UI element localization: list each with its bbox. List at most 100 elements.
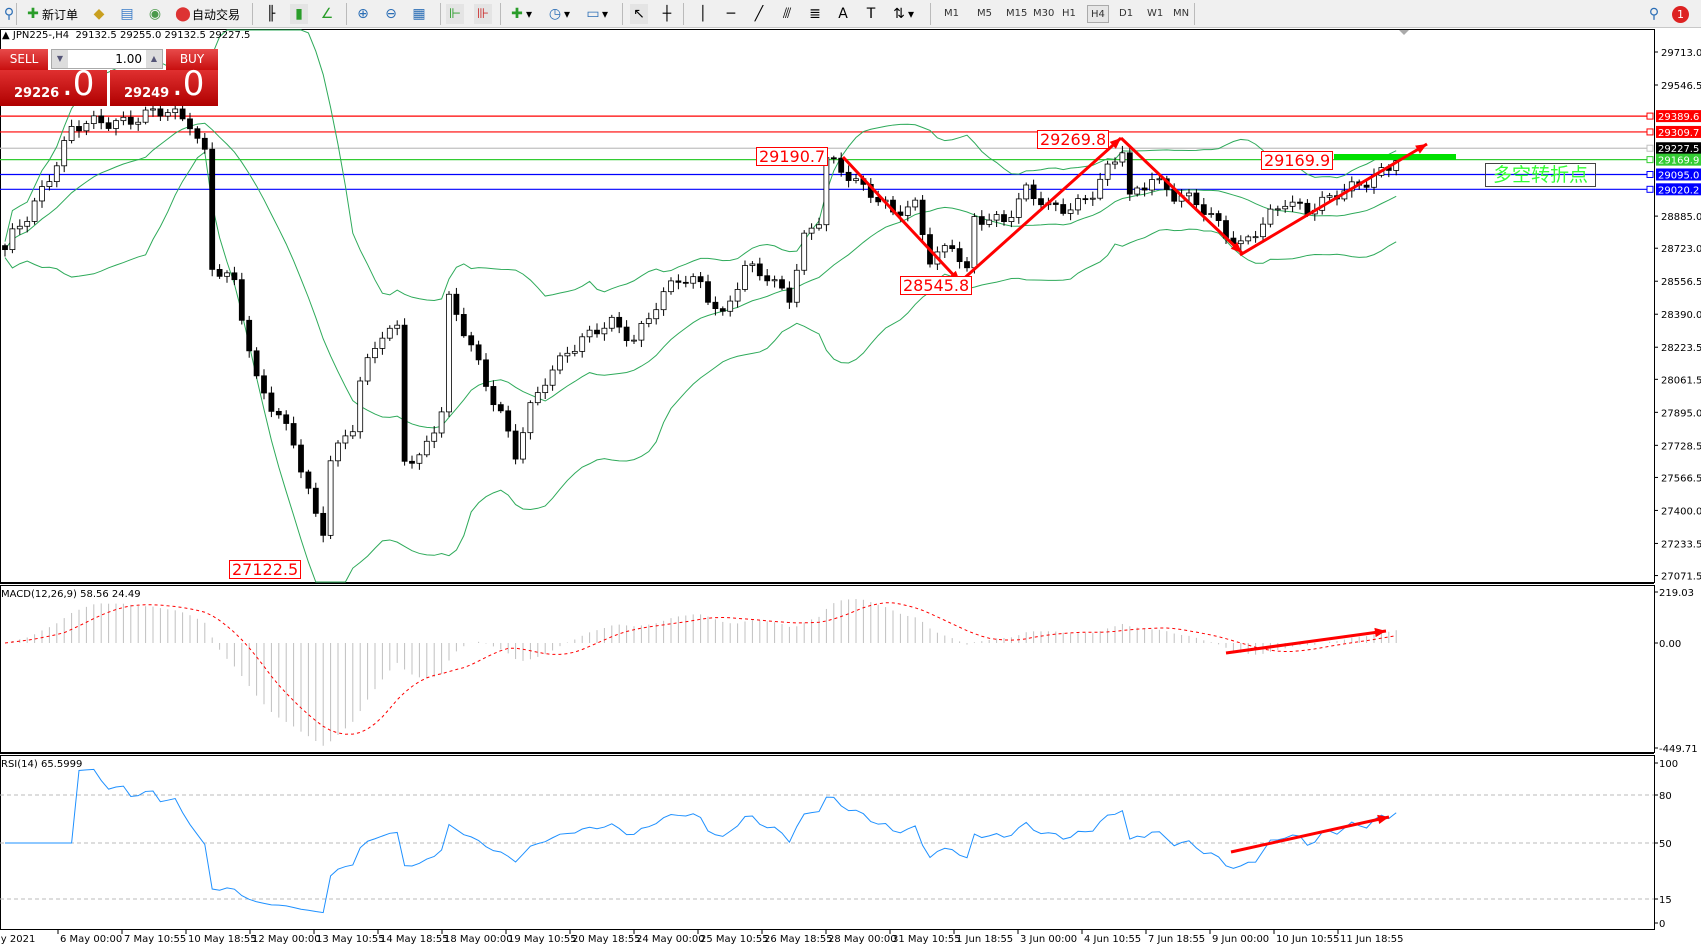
- timeframe-h1[interactable]: H1: [1062, 8, 1076, 19]
- fibonacci-fan-icon[interactable]: ≣: [809, 6, 821, 22]
- fibonacci-icon[interactable]: ⫻: [782, 6, 792, 22]
- crosshair-icon[interactable]: ┼: [662, 6, 672, 22]
- macd-signal-line: [4, 602, 1397, 735]
- notifications-button[interactable]: 1: [1672, 4, 1689, 24]
- annotation-label[interactable]: 29169.9: [1261, 151, 1334, 170]
- level-handle: [1646, 156, 1654, 164]
- candle: [1193, 192, 1200, 206]
- market-watch-icon[interactable]: ◆: [93, 6, 105, 22]
- search-icon[interactable]: ⚲: [1648, 6, 1660, 22]
- horizontal-line-icon[interactable]: ─: [726, 6, 736, 22]
- timeframe-m30[interactable]: M30: [1033, 8, 1055, 19]
- candle: [956, 248, 963, 263]
- timeframe-mn[interactable]: MN: [1173, 8, 1190, 19]
- new-order-button[interactable]: ✚ 新订单: [24, 4, 78, 24]
- templates-icon[interactable]: ▭ ▾: [586, 6, 609, 22]
- indicators-icon[interactable]: ✚ ▾: [511, 6, 533, 22]
- ask-price[interactable]: 29249.0: [110, 64, 218, 106]
- candle: [446, 293, 452, 413]
- zoom-in-icon[interactable]: ⊕: [357, 6, 369, 22]
- bid-price[interactable]: 29226.0: [0, 64, 107, 106]
- macd-label: MACD(12,26,9) 58.56 24.49: [1, 589, 141, 600]
- price-level-tag-label: 29169.9: [1658, 156, 1699, 167]
- candlestick-icon[interactable]: ▮: [290, 4, 308, 24]
- price-level-tag-label: 29227.5: [1658, 144, 1699, 155]
- price-tick-label: 29546.5: [1661, 81, 1701, 92]
- candle: [342, 435, 349, 444]
- zoom-out-icon[interactable]: ⊖: [385, 6, 397, 22]
- text-icon[interactable]: A: [838, 6, 848, 22]
- candle: [978, 216, 985, 225]
- timeframe-m1[interactable]: M1: [944, 8, 959, 19]
- volume-increase-button[interactable]: ▲: [146, 50, 162, 68]
- candle: [830, 157, 837, 160]
- time-label: May 2021: [0, 934, 35, 944]
- candle: [320, 512, 327, 536]
- text-label-icon[interactable]: T: [866, 6, 876, 22]
- level-handle: [1646, 128, 1654, 136]
- level-handle: [1646, 170, 1654, 178]
- search-icon[interactable]: ⚲: [3, 6, 15, 22]
- timeframe-m5[interactable]: M5: [977, 8, 992, 19]
- candle: [194, 128, 201, 139]
- auto-trading-button[interactable]: ⬤ 自动交易: [175, 6, 241, 22]
- trend-arrow-head: [1109, 138, 1121, 149]
- candle: [409, 460, 415, 464]
- candle: [993, 214, 1000, 221]
- auto-scroll-icon[interactable]: ⊪: [474, 4, 492, 24]
- timeframe-d1[interactable]: D1: [1119, 8, 1134, 19]
- chart-shift-icon[interactable]: ⊩: [446, 4, 464, 24]
- time-label: 1 Jun 18:55: [956, 934, 1013, 944]
- timeframe-w1[interactable]: W1: [1147, 8, 1164, 19]
- sell-button[interactable]: SELL: [0, 49, 48, 70]
- annotation-label[interactable]: 29190.7: [756, 147, 829, 166]
- candle: [90, 115, 97, 124]
- price-level-tag: [1656, 183, 1701, 196]
- candle: [1075, 198, 1081, 211]
- candle: [135, 121, 142, 125]
- bar-chart-icon[interactable]: ╟: [266, 6, 276, 22]
- timeframe-m15[interactable]: M15: [1006, 8, 1028, 19]
- time-label: 12 May 00:00: [252, 934, 321, 944]
- rsi-tick-label: 80: [1659, 791, 1672, 802]
- candle: [1030, 184, 1037, 200]
- chart-shift-marker: [1399, 30, 1409, 35]
- vertical-line-icon[interactable]: │: [698, 6, 708, 22]
- candle: [201, 137, 208, 150]
- volume-input[interactable]: 1.00: [115, 52, 142, 66]
- candle: [127, 116, 134, 125]
- annotation-label[interactable]: 28545.8: [900, 276, 973, 295]
- navigator-icon[interactable]: ▤: [120, 6, 134, 22]
- annotation-label[interactable]: 27122.5: [229, 560, 302, 579]
- buy-button[interactable]: BUY: [166, 49, 218, 70]
- signals-icon[interactable]: ◉: [148, 6, 162, 22]
- volume-stepper[interactable]: ▼ 1.00 ▲: [51, 49, 163, 69]
- candle: [505, 410, 512, 432]
- candle: [601, 327, 608, 335]
- candle: [1208, 213, 1215, 215]
- price-tick-label: 28223.5: [1661, 343, 1701, 354]
- line-chart-icon[interactable]: ∠: [320, 6, 334, 22]
- volume-decrease-button[interactable]: ▼: [52, 50, 68, 68]
- timeframe-h4[interactable]: H4: [1087, 5, 1109, 23]
- candle: [705, 281, 711, 303]
- price-tick-label: 28061.5: [1661, 375, 1701, 386]
- periods-icon[interactable]: ◷ ▾: [548, 6, 571, 22]
- candle: [742, 265, 748, 290]
- trend-line-icon[interactable]: ╱: [754, 6, 764, 22]
- tile-windows-icon[interactable]: ▦: [412, 6, 426, 22]
- candle: [734, 289, 741, 302]
- cursor-icon[interactable]: ↖: [630, 4, 648, 24]
- price-level-tag: [1656, 110, 1701, 123]
- candle: [631, 339, 637, 342]
- candle: [2, 245, 8, 251]
- macd-trend-arrow: [1225, 629, 1387, 655]
- candle: [971, 216, 978, 269]
- price-tick-label: 27728.5: [1661, 441, 1701, 452]
- candle: [305, 471, 312, 489]
- candle: [964, 261, 970, 269]
- annotation-label[interactable]: 29269.8: [1037, 130, 1110, 149]
- arrows-icon[interactable]: ⇅ ▾: [893, 6, 915, 22]
- turning-point-label[interactable]: 多空转折点: [1485, 163, 1596, 187]
